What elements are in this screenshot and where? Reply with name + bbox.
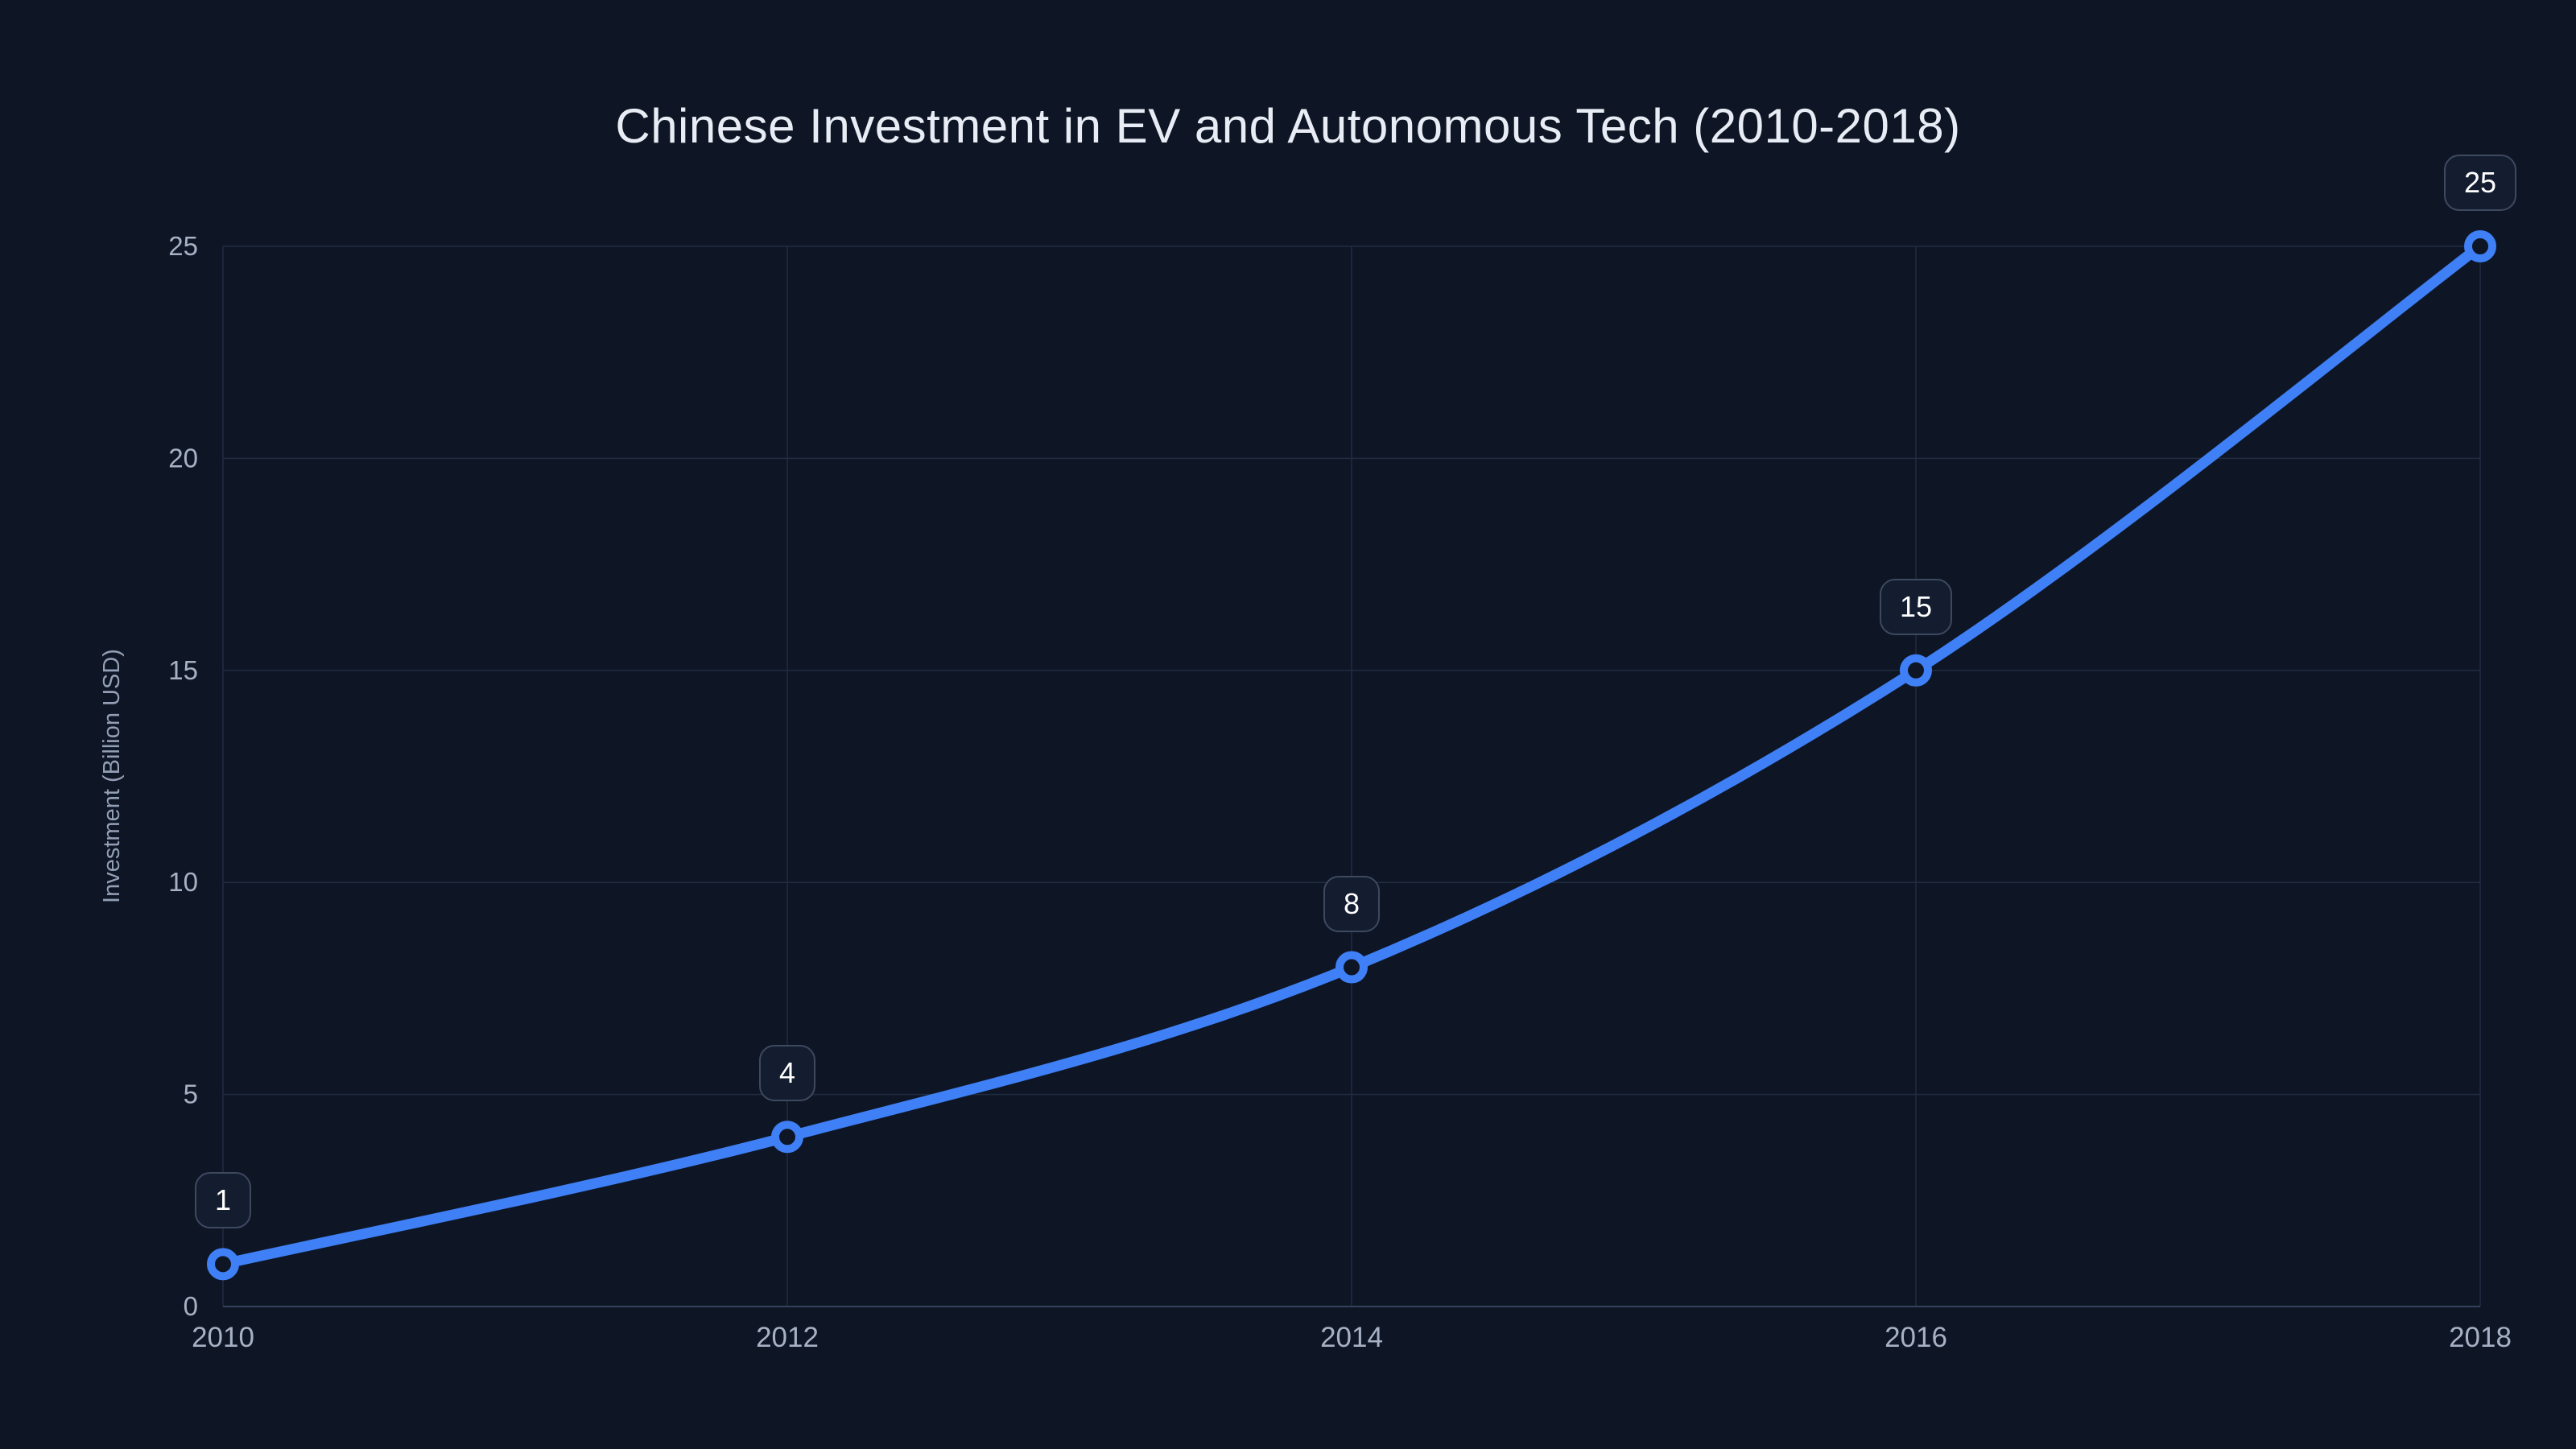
y-tick-label: 5	[184, 1080, 198, 1109]
x-tick-label: 2016	[1885, 1322, 1947, 1353]
line-series	[217, 241, 2486, 1269]
chart-title: Chinese Investment in EV and Autonomous …	[615, 99, 1961, 153]
gridlines	[222, 246, 2481, 1307]
y-tick-label: 25	[168, 231, 198, 261]
y-tick-label: 10	[168, 867, 198, 897]
x-tick-label: 2012	[756, 1322, 819, 1353]
tick-labels: 0 5 10 15 20 25 2010 2012 2014 2016 2018	[168, 231, 2512, 1353]
data-point-marker[interactable]	[1900, 654, 1932, 687]
x-tick-label: 2014	[1320, 1322, 1383, 1353]
value-badge: 15	[1879, 578, 1953, 635]
data-point-marker[interactable]	[1335, 951, 1368, 984]
x-tick-label: 2018	[2449, 1322, 2512, 1353]
y-tick-label: 15	[168, 655, 198, 685]
series-line	[217, 241, 2486, 1269]
y-tick-label: 20	[168, 443, 198, 473]
data-point-marker[interactable]	[207, 1248, 239, 1281]
x-tick-label: 2010	[192, 1322, 254, 1353]
y-tick-label: 0	[184, 1291, 198, 1321]
value-badge: 1	[194, 1172, 252, 1229]
y-axis-title: Investment (Billion USD)	[99, 649, 125, 903]
data-point-markers	[207, 230, 2496, 1281]
data-point-marker[interactable]	[771, 1121, 803, 1154]
data-point-marker[interactable]	[2464, 230, 2496, 262]
value-badge: 4	[758, 1045, 816, 1102]
value-badge: 25	[2443, 155, 2517, 211]
value-badge: 8	[1323, 875, 1381, 932]
